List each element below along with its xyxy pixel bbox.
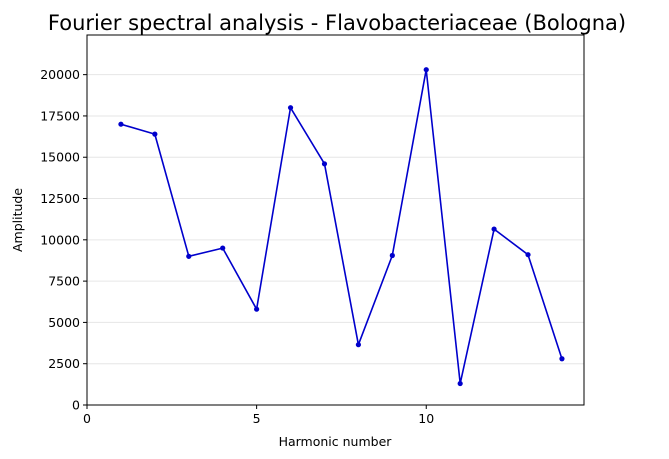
y-tick-label: 17500 xyxy=(40,108,80,123)
data-point xyxy=(355,342,361,348)
y-tick-label: 12500 xyxy=(40,191,80,206)
data-point xyxy=(254,306,260,312)
chart-title: Fourier spectral analysis - Flavobacteri… xyxy=(48,11,626,35)
grid xyxy=(87,74,584,406)
series-layer xyxy=(118,67,565,387)
data-point xyxy=(118,121,124,127)
data-point xyxy=(491,226,497,232)
data-point xyxy=(152,131,158,137)
data-point xyxy=(525,252,531,258)
x-tick-label: 10 xyxy=(418,411,434,426)
y-tick-label: 20000 xyxy=(40,67,80,82)
y-tick-label: 5000 xyxy=(48,315,80,330)
y-tick-label: 2500 xyxy=(48,356,80,371)
x-axis-label: Harmonic number xyxy=(279,434,393,449)
data-point xyxy=(559,356,565,362)
data-point xyxy=(321,161,328,167)
data-point xyxy=(287,105,294,111)
y-tick-label: 15000 xyxy=(40,150,80,165)
plot-frame xyxy=(86,34,585,406)
series-line xyxy=(120,68,563,385)
y-tick-label: 10000 xyxy=(40,232,80,247)
y-tick-label: 0 xyxy=(72,398,80,413)
x-tick-label: 0 xyxy=(83,411,91,426)
data-point xyxy=(220,245,226,251)
y-axis-label: Amplitude xyxy=(10,188,25,252)
x-tick-label: 5 xyxy=(253,411,261,426)
y-tick-label: 7500 xyxy=(48,274,80,289)
data-point xyxy=(389,252,395,259)
data-point xyxy=(423,67,429,73)
data-point xyxy=(457,380,463,387)
ticks: 0 2500 5000 7500 10000 12500 15000 17500 20000 0 5… xyxy=(40,67,434,426)
data-point xyxy=(186,253,192,259)
